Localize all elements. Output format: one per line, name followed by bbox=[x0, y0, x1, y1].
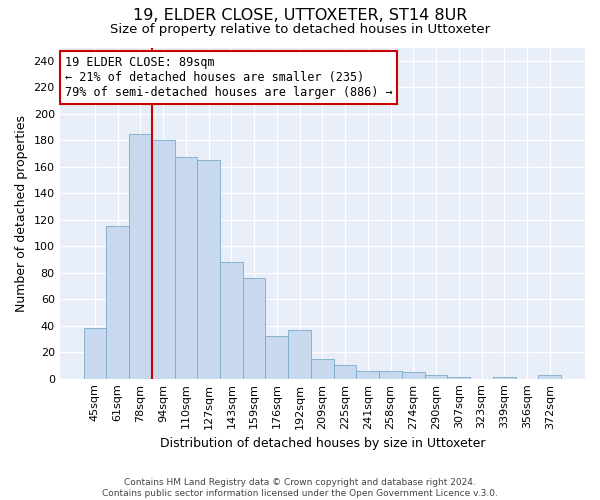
Bar bbox=[288, 330, 311, 378]
Text: 19, ELDER CLOSE, UTTOXETER, ST14 8UR: 19, ELDER CLOSE, UTTOXETER, ST14 8UR bbox=[133, 8, 467, 22]
Bar bbox=[356, 370, 379, 378]
Bar bbox=[106, 226, 129, 378]
Bar bbox=[220, 262, 243, 378]
Bar bbox=[83, 328, 106, 378]
Bar bbox=[197, 160, 220, 378]
X-axis label: Distribution of detached houses by size in Uttoxeter: Distribution of detached houses by size … bbox=[160, 437, 485, 450]
Bar bbox=[538, 374, 561, 378]
Bar bbox=[129, 134, 152, 378]
Bar bbox=[243, 278, 265, 378]
Text: Contains HM Land Registry data © Crown copyright and database right 2024.
Contai: Contains HM Land Registry data © Crown c… bbox=[102, 478, 498, 498]
Bar bbox=[379, 370, 402, 378]
Text: Size of property relative to detached houses in Uttoxeter: Size of property relative to detached ho… bbox=[110, 22, 490, 36]
Bar bbox=[265, 336, 288, 378]
Text: 19 ELDER CLOSE: 89sqm
← 21% of detached houses are smaller (235)
79% of semi-det: 19 ELDER CLOSE: 89sqm ← 21% of detached … bbox=[65, 56, 392, 99]
Y-axis label: Number of detached properties: Number of detached properties bbox=[15, 114, 28, 312]
Bar bbox=[402, 372, 425, 378]
Bar bbox=[152, 140, 175, 378]
Bar bbox=[311, 359, 334, 378]
Bar bbox=[334, 366, 356, 378]
Bar bbox=[425, 374, 448, 378]
Bar bbox=[175, 158, 197, 378]
